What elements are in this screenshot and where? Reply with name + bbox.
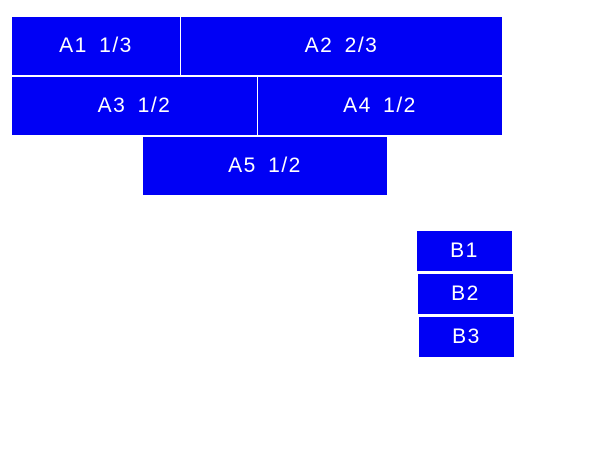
box-a5[interactable]: A5 1/2 bbox=[143, 137, 387, 195]
box-a1[interactable]: A1 1/3 bbox=[12, 17, 180, 75]
box-a4[interactable]: A4 1/2 bbox=[258, 77, 502, 135]
box-a3[interactable]: A3 1/2 bbox=[12, 77, 257, 135]
box-b1[interactable]: B1 bbox=[417, 231, 512, 271]
box-b3[interactable]: B3 bbox=[419, 317, 514, 357]
box-b2[interactable]: B2 bbox=[418, 274, 513, 314]
box-a2[interactable]: A2 2/3 bbox=[181, 17, 502, 75]
